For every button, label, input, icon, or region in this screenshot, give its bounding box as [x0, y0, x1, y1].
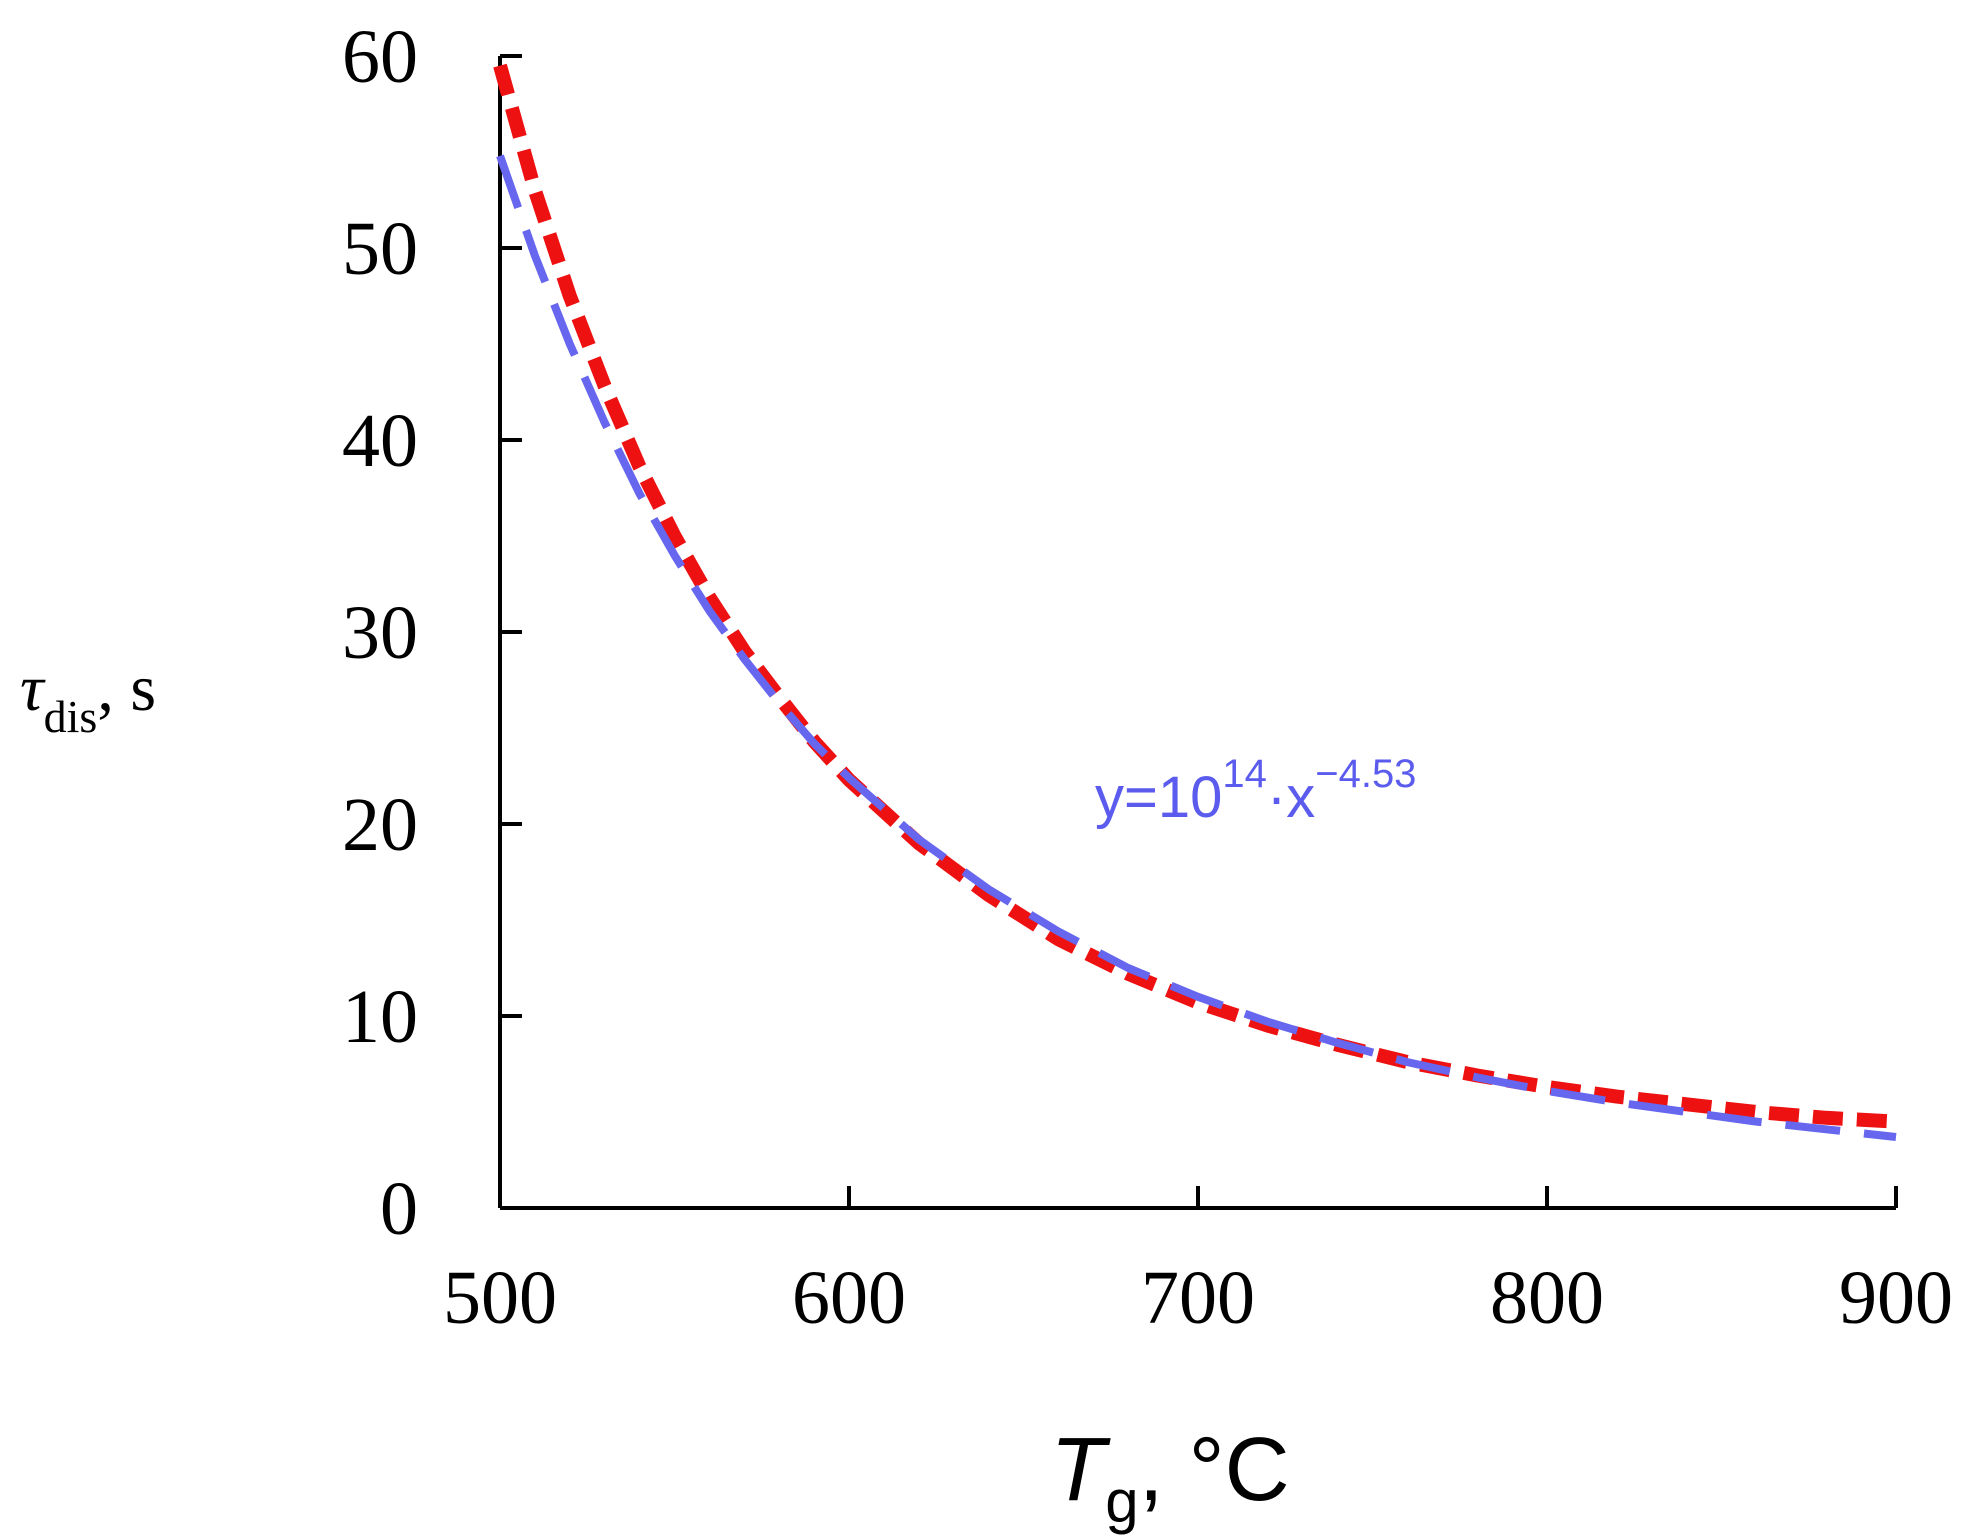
series-line-fit: [496, 154, 1897, 1141]
x-axis-label-subscript: g: [1105, 1468, 1138, 1535]
x-axis-label-unit: , °C: [1139, 1420, 1290, 1520]
x-tick-label: 600: [792, 1256, 906, 1340]
y-tick-label: 0: [380, 1167, 418, 1251]
y-tick-label: 40: [342, 399, 418, 483]
series-line-measured: [493, 63, 1897, 1129]
fit-equation-exponent-1: 14: [1222, 752, 1267, 796]
fit-equation: y=1014·x−4.53: [1095, 752, 1416, 830]
y-axis-label-unit: , s: [97, 652, 156, 725]
axes: [498, 56, 1896, 1210]
y-axis-label: τdis, s: [20, 652, 156, 742]
y-tick-label: 60: [342, 15, 418, 99]
y-tick-label: 30: [342, 591, 418, 675]
fit-equation-middle: ·x: [1267, 765, 1315, 830]
y-axis-label-symbol: τ: [20, 652, 46, 725]
y-ticks: 0 10 20 30 40 50 60: [342, 15, 522, 1251]
y-tick-label: 10: [342, 975, 418, 1059]
x-tick-label: 900: [1839, 1256, 1953, 1340]
fit-equation-prefix: y=10: [1095, 765, 1222, 830]
x-tick-label: 700: [1141, 1256, 1255, 1340]
series-layer: [493, 63, 1897, 1141]
y-axis-label-subscript: dis: [44, 691, 98, 742]
fit-equation-exponent-2: −4.53: [1315, 752, 1416, 796]
x-axis-label: Tg, °C: [1050, 1420, 1289, 1535]
x-tick-label: 800: [1490, 1256, 1604, 1340]
x-ticks: 500 600 700 800 900: [443, 1186, 1953, 1340]
x-axis-label-symbol: T: [1050, 1420, 1111, 1520]
x-tick-label: 500: [443, 1256, 557, 1340]
y-tick-label: 50: [342, 207, 418, 291]
y-tick-label: 20: [342, 783, 418, 867]
